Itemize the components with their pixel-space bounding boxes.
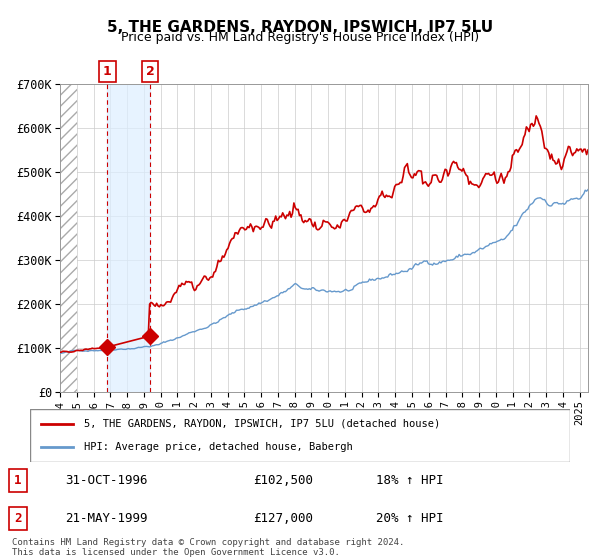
Text: 5, THE GARDENS, RAYDON, IPSWICH, IP7 5LU: 5, THE GARDENS, RAYDON, IPSWICH, IP7 5LU: [107, 20, 493, 35]
Text: Price paid vs. HM Land Registry's House Price Index (HPI): Price paid vs. HM Land Registry's House …: [121, 31, 479, 44]
Text: 1: 1: [14, 474, 22, 487]
Text: £102,500: £102,500: [253, 474, 313, 487]
Text: 5, THE GARDENS, RAYDON, IPSWICH, IP7 5LU (detached house): 5, THE GARDENS, RAYDON, IPSWICH, IP7 5LU…: [84, 419, 440, 429]
Text: HPI: Average price, detached house, Babergh: HPI: Average price, detached house, Babe…: [84, 442, 353, 452]
Text: 31-OCT-1996: 31-OCT-1996: [65, 474, 148, 487]
Text: 21-MAY-1999: 21-MAY-1999: [65, 512, 148, 525]
Text: £127,000: £127,000: [253, 512, 313, 525]
Text: Contains HM Land Registry data © Crown copyright and database right 2024.
This d: Contains HM Land Registry data © Crown c…: [12, 538, 404, 557]
Bar: [107, 84, 150, 392]
Text: 2: 2: [146, 65, 155, 78]
Bar: [60, 84, 77, 392]
FancyBboxPatch shape: [30, 409, 570, 462]
Text: 20% ↑ HPI: 20% ↑ HPI: [376, 512, 444, 525]
Bar: [60, 84, 77, 392]
Text: 1: 1: [103, 65, 112, 78]
Text: 2: 2: [14, 512, 22, 525]
Text: 18% ↑ HPI: 18% ↑ HPI: [376, 474, 444, 487]
